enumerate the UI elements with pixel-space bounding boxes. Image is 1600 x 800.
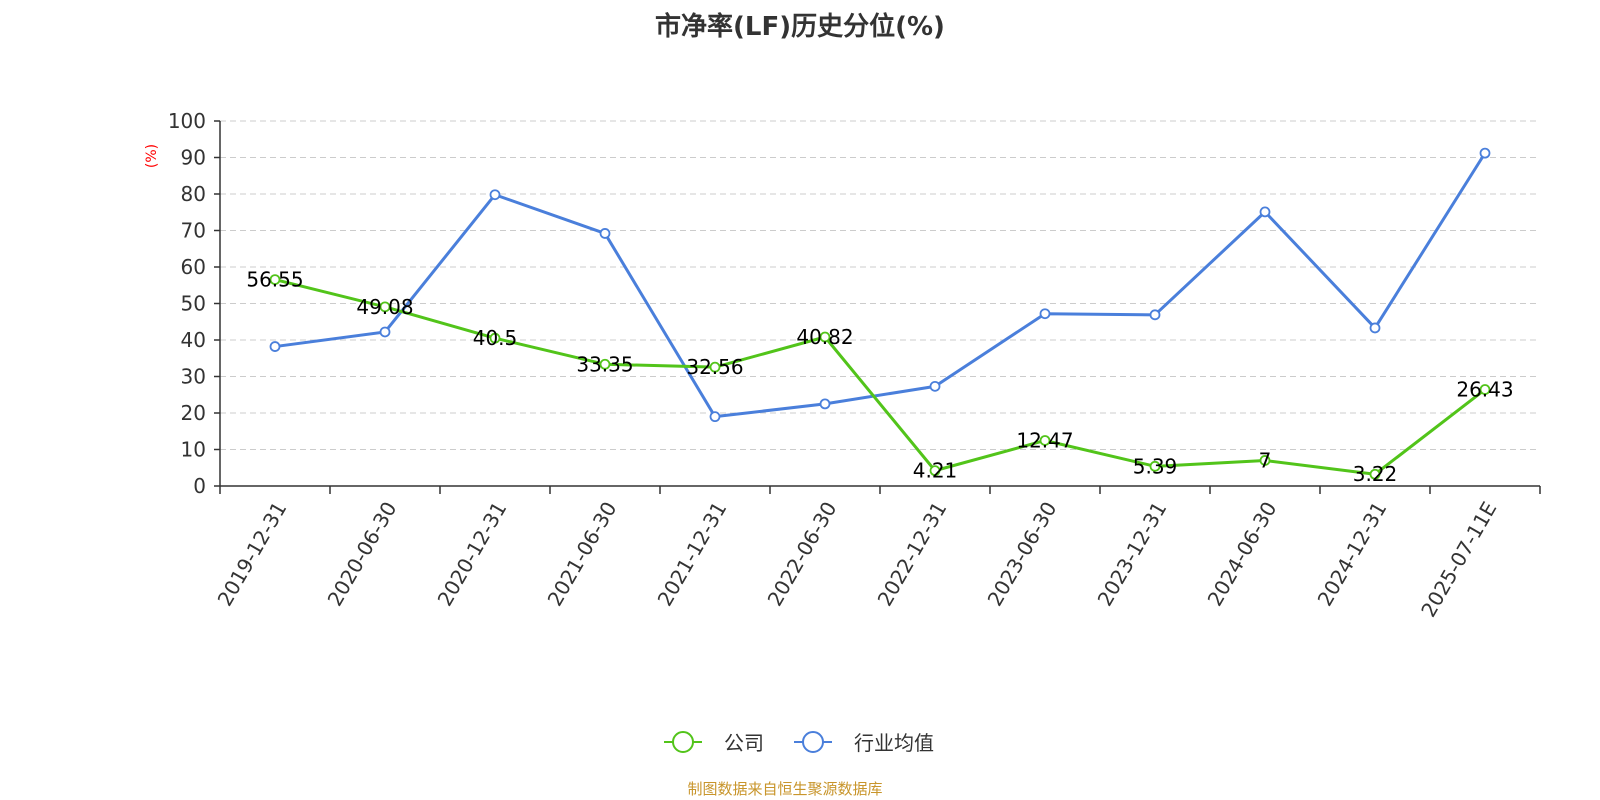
y-tick-label: 70 <box>181 219 206 243</box>
company-point <box>269 274 281 285</box>
series <box>269 147 1491 480</box>
industry-point <box>819 398 831 410</box>
source-note: 制图数据来自恒生聚源数据库 <box>687 780 882 798</box>
grid-lines <box>220 120 1540 450</box>
data-label: 26.43 <box>1456 378 1513 402</box>
data-label: 12.47 <box>1016 428 1073 452</box>
y-axis-unit: (%) <box>144 144 160 168</box>
data-label: 40.82 <box>796 325 853 349</box>
company-point <box>599 358 611 370</box>
company-point <box>1259 455 1271 466</box>
industry-point <box>1259 206 1271 218</box>
y-tick-label: 90 <box>181 146 206 170</box>
legend-company[interactable]: 公司 <box>664 731 764 755</box>
industry-point <box>1369 322 1381 334</box>
y-tick-label: 60 <box>181 255 206 279</box>
legend-label: 行业均值 <box>854 731 934 755</box>
y-tick-label: 0 <box>193 474 206 498</box>
x-tick-label: 2019-12-31 <box>213 498 292 611</box>
data-label: 32.56 <box>686 355 743 379</box>
x-tick-label: 2025-07-11E <box>1416 498 1501 622</box>
x-tick-label: 2022-06-30 <box>763 498 842 611</box>
legend[interactable]: 公司 行业均值 <box>664 731 934 755</box>
data-label: 40.5 <box>473 326 518 350</box>
x-tick-label: 2024-06-30 <box>1203 498 1282 611</box>
industry-point <box>1039 308 1051 320</box>
data-labels: 56.55 49.08 40.5 33.35 32.56 40.82 4.21 12.47 5.… <box>246 268 1513 487</box>
legend-marker <box>672 731 694 753</box>
data-label: 33.35 <box>576 352 633 376</box>
company-point <box>1369 468 1381 480</box>
industry-point <box>599 228 611 239</box>
industry-point <box>1149 309 1161 321</box>
axes: 0 10 20 30 40 50 60 70 80 90 100 2019-12-31 2020-06-… <box>168 109 1541 622</box>
legend-marker <box>802 731 824 753</box>
data-label: 49.08 <box>356 295 413 319</box>
data-label: 7 <box>1259 448 1272 472</box>
x-tick-label: 2023-06-30 <box>983 498 1062 611</box>
industry-point <box>379 326 391 338</box>
x-tick-label: 2023-12-31 <box>1093 498 1172 611</box>
legend-label: 公司 <box>724 731 764 755</box>
company-point <box>929 465 941 477</box>
y-tick-label: 40 <box>181 328 206 352</box>
company-point <box>1039 435 1051 446</box>
x-tick-label: 2020-06-30 <box>323 498 402 611</box>
company-point <box>709 361 721 373</box>
y-tick-label: 80 <box>181 182 206 206</box>
company-point <box>819 331 831 343</box>
y-tick-label: 10 <box>181 438 206 462</box>
data-label: 4.21 <box>913 459 958 483</box>
data-label: 3.22 <box>1353 462 1398 486</box>
y-tick-label: 30 <box>181 365 206 389</box>
y-tick-label: 50 <box>181 292 206 316</box>
x-tick-label: 2020-12-31 <box>433 498 512 611</box>
data-label: 5.39 <box>1133 454 1178 478</box>
industry-point <box>929 380 941 392</box>
company-point <box>1149 460 1161 472</box>
industry-point <box>1479 147 1491 159</box>
x-tick-label: 2021-06-30 <box>543 498 622 611</box>
x-tick-label: 2024-12-31 <box>1313 498 1392 611</box>
company-point <box>379 301 391 313</box>
y-tick-label: 100 <box>168 109 206 133</box>
industry-point <box>709 411 721 423</box>
series-line-company <box>274 278 1486 476</box>
company-point <box>1479 384 1491 395</box>
industry-point <box>269 341 281 352</box>
company-point <box>489 332 501 344</box>
chart-title: 市净率(LF)历史分位(%) <box>655 11 945 42</box>
y-tick-label: 20 <box>181 401 206 425</box>
data-label: 56.55 <box>246 268 303 292</box>
series-line-industry <box>274 152 1487 419</box>
x-tick-label: 2022-12-31 <box>873 498 952 611</box>
industry-point <box>489 189 501 201</box>
legend-industry[interactable]: 行业均值 <box>794 731 934 755</box>
x-tick-label: 2021-12-31 <box>653 498 732 611</box>
